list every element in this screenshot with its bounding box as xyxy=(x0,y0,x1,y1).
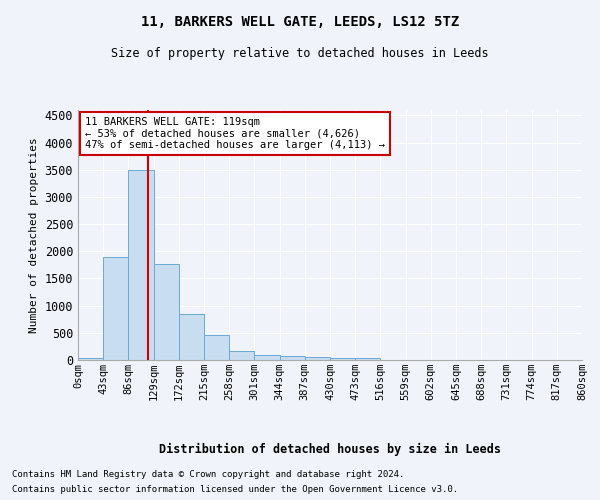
Bar xyxy=(305,357,330,360)
Bar xyxy=(254,354,280,360)
Bar xyxy=(128,170,154,360)
Text: Size of property relative to detached houses in Leeds: Size of property relative to detached ho… xyxy=(111,48,489,60)
Bar xyxy=(103,256,128,360)
Bar xyxy=(280,356,305,360)
Bar xyxy=(78,358,103,360)
Text: 11, BARKERS WELL GATE, LEEDS, LS12 5TZ: 11, BARKERS WELL GATE, LEEDS, LS12 5TZ xyxy=(141,15,459,29)
Y-axis label: Number of detached properties: Number of detached properties xyxy=(29,137,39,333)
Bar xyxy=(154,264,179,360)
Bar xyxy=(179,314,204,360)
Text: Distribution of detached houses by size in Leeds: Distribution of detached houses by size … xyxy=(159,442,501,456)
Text: 11 BARKERS WELL GATE: 119sqm
← 53% of detached houses are smaller (4,626)
47% of: 11 BARKERS WELL GATE: 119sqm ← 53% of de… xyxy=(85,117,385,150)
Bar xyxy=(204,335,229,360)
Bar xyxy=(330,358,355,360)
Bar xyxy=(355,358,380,360)
Bar xyxy=(229,352,254,360)
Text: Contains HM Land Registry data © Crown copyright and database right 2024.: Contains HM Land Registry data © Crown c… xyxy=(12,470,404,479)
Text: Contains public sector information licensed under the Open Government Licence v3: Contains public sector information licen… xyxy=(12,485,458,494)
